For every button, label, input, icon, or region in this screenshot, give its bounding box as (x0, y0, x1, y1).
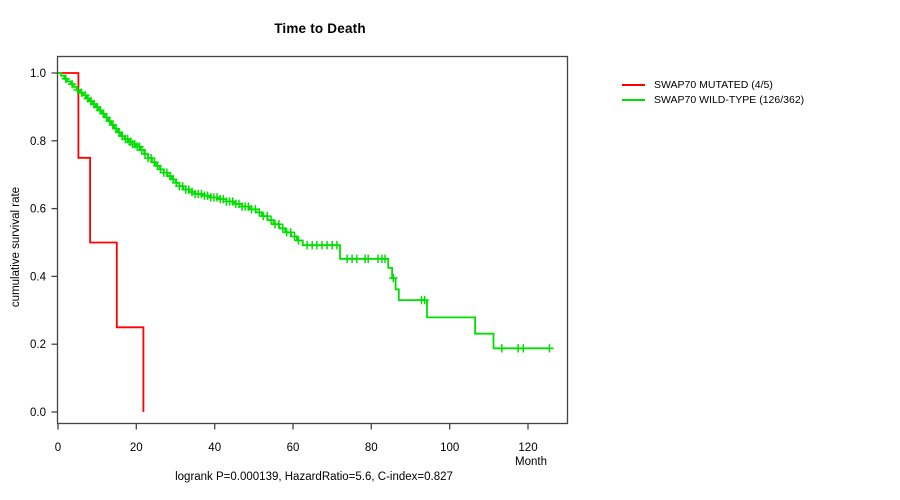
y-tick-label: 0.8 (30, 136, 46, 148)
x-tick-label: 40 (208, 442, 221, 454)
legend-label-wildtype: SWAP70 WILD-TYPE (126/362) (654, 93, 805, 106)
legend: SWAP70 MUTATED (4/5) SWAP70 WILD-TYPE (1… (622, 79, 804, 106)
survival-curve-1 (58, 72, 550, 350)
x-tick-label: 80 (365, 442, 378, 454)
y-tick-label: 1.0 (30, 68, 46, 80)
x-tick-label: 100 (440, 442, 459, 454)
chart-title: Time to Death (274, 21, 366, 36)
x-tick-label: 20 (130, 442, 143, 454)
y-axis-label: cumulative survival rate (10, 186, 22, 308)
x-axis-label: Month (515, 456, 547, 468)
plot-frame (56, 55, 569, 425)
x-tick-label: 60 (287, 442, 300, 454)
legend-item-wildtype: SWAP70 WILD-TYPE (126/362) (622, 94, 804, 107)
y-tick-label: 0.4 (30, 271, 47, 283)
legend-label-mutated: SWAP70 MUTATED (4/5) (654, 79, 773, 91)
x-tick-label: 120 (518, 442, 537, 454)
legend-item-mutated: SWAP70 MUTATED (4/5) (622, 79, 804, 92)
x-tick-label: 0 (55, 442, 61, 454)
stats-annotation: logrank P=0.000139, HazardRatio=5.6, C-i… (175, 471, 453, 483)
legend-line-swatch-mutated (622, 84, 645, 87)
y-tick-label: 0.2 (30, 339, 46, 351)
y-tick-label: 0.6 (30, 204, 46, 216)
y-tick-label: 0.0 (30, 407, 46, 419)
survival-curve-0 (58, 72, 145, 412)
legend-line-swatch-wildtype (622, 98, 645, 101)
